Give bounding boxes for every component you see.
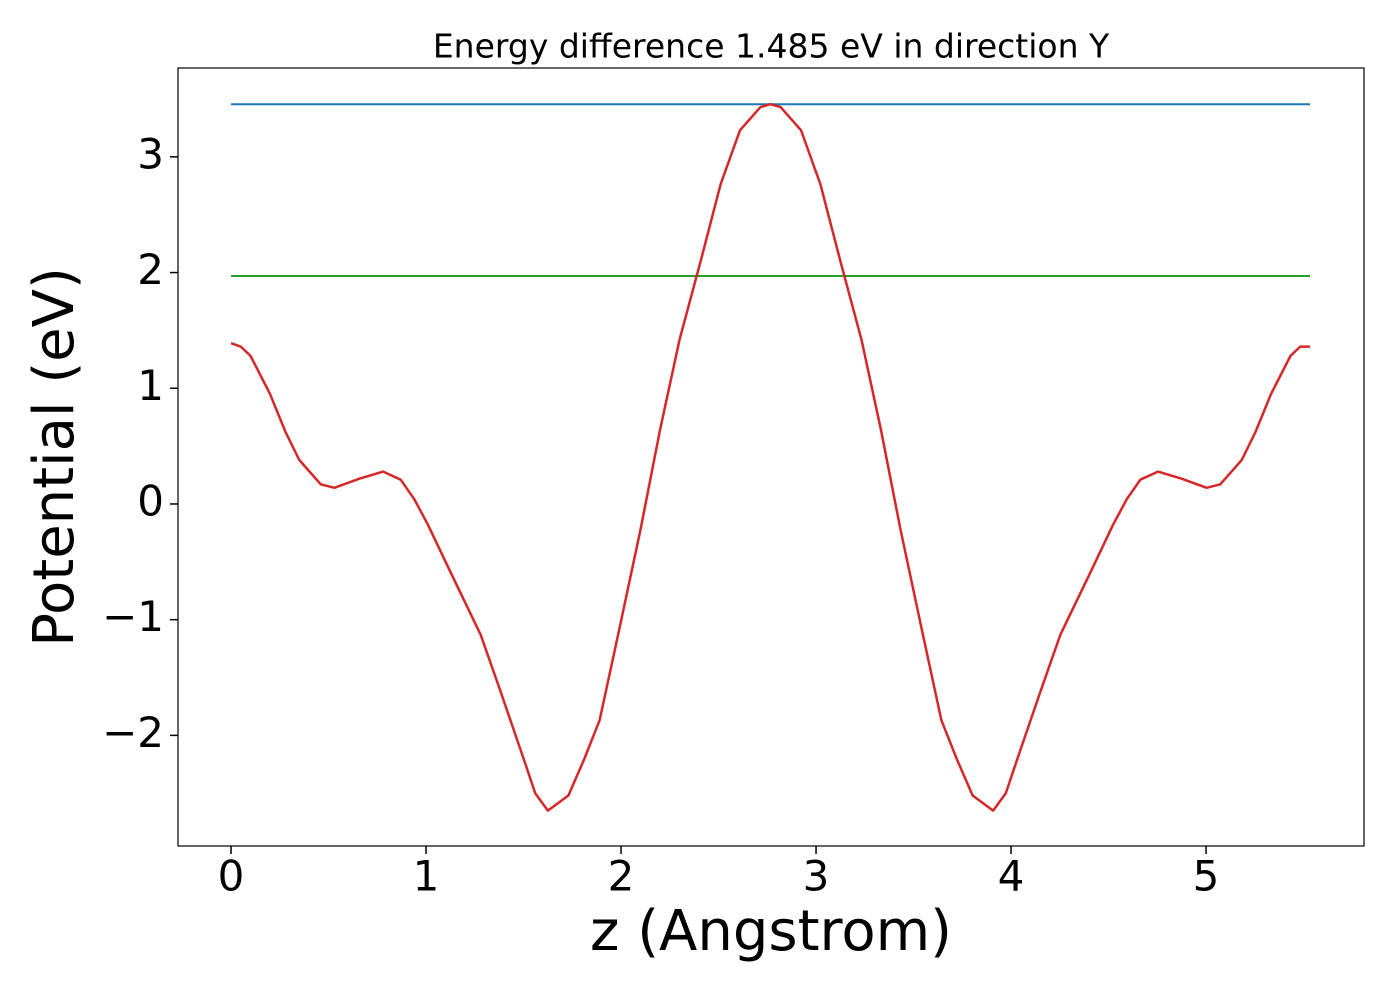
plot-frame [177, 67, 1365, 847]
y-tick-label: 1 [137, 361, 164, 410]
y-tick-label: −2 [102, 708, 164, 757]
x-tick-label: 2 [608, 852, 635, 901]
x-tick-label: 4 [998, 852, 1025, 901]
y-tick-label: 3 [137, 129, 164, 178]
x-tick-label: 5 [1193, 852, 1220, 901]
y-tick-label: 2 [137, 245, 164, 294]
y-tick-label: 0 [137, 476, 164, 525]
y-axis-label: Potential (eV) [22, 267, 87, 647]
x-tick-label: 0 [218, 852, 245, 901]
y-tick-label: −1 [102, 592, 164, 641]
x-axis-label: z (Angstrom) [590, 899, 952, 964]
chart-title: Energy difference 1.485 eV in direction … [433, 27, 1110, 66]
x-tick-label: 3 [803, 852, 830, 901]
x-tick-label: 1 [413, 852, 440, 901]
line-series [230, 102, 1310, 812]
